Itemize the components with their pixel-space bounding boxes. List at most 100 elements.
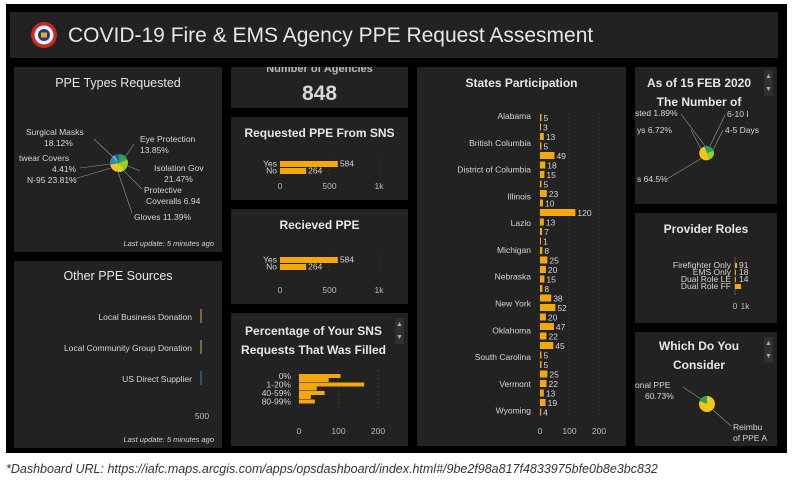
bar-state-0[interactable] — [540, 114, 542, 121]
sns-filled-bar-chart[interactable]: 0 100 200 0%1-20%40-59%80-99% — [231, 313, 408, 446]
bar-state-31[interactable] — [540, 408, 542, 416]
pie-slice-gloves[interactable] — [110, 163, 119, 172]
pie-slice-surgical-masks[interactable] — [114, 154, 120, 163]
bar-state-30[interactable] — [540, 399, 546, 406]
scroll-up-icon[interactable]: ▲ — [396, 321, 403, 328]
axis-tick: 200 — [592, 426, 606, 436]
pie-slice-eye-protection[interactable] — [119, 154, 128, 163]
bar-state-4[interactable] — [540, 152, 555, 159]
bar-state-28[interactable] — [540, 380, 547, 387]
bar-extra-1[interactable] — [299, 386, 317, 391]
days-panel[interactable]: As of 15 FEB 2020 The Number of ▲ ▼ sted … — [635, 67, 777, 204]
bar-state-1[interactable] — [540, 123, 541, 131]
received-ppe-bar-chart[interactable]: 0 500 1k Yes 584 No 264 — [231, 209, 408, 304]
pie-slice-isolation-gowns[interactable] — [119, 159, 128, 171]
bar-state-18[interactable] — [540, 285, 543, 292]
pie-slice[interactable] — [699, 146, 709, 161]
bar-dual-ff[interactable] — [735, 284, 741, 289]
bar-state-24[interactable] — [540, 342, 554, 349]
sns-filled-title: Percentage of Your SNS Requests That Was… — [241, 324, 386, 357]
bar-state-29[interactable] — [540, 389, 544, 397]
bar-state-13[interactable] — [540, 237, 541, 245]
pie-slice-coveralls[interactable] — [117, 163, 125, 173]
bar-no[interactable] — [280, 264, 307, 270]
bar-yes[interactable] — [280, 161, 338, 167]
bar-value: 49 — [556, 151, 566, 161]
received-ppe-panel[interactable]: Recieved PPE 0 500 1k Yes 584 No 264 — [231, 209, 408, 304]
bar-state-6[interactable] — [540, 171, 545, 178]
bar-state-20[interactable] — [540, 304, 556, 311]
days-pie-chart[interactable]: sted 1.89% 6-10 I ys 6.72% 4-5 Days s 64… — [635, 67, 777, 204]
bar-1[interactable] — [299, 382, 365, 387]
bar-2[interactable] — [299, 391, 325, 395]
state-label: New York — [495, 298, 532, 308]
bar-extra-0[interactable] — [299, 378, 329, 382]
bar-state-9[interactable] — [540, 199, 543, 207]
scroll-up-icon[interactable]: ▲ — [765, 340, 772, 347]
scroll-up-icon[interactable]: ▲ — [765, 73, 772, 80]
bar-no[interactable] — [280, 168, 307, 174]
bar-value: 5 — [543, 180, 548, 190]
pie-slice[interactable] — [699, 396, 707, 404]
ppe-types-pie-chart[interactable]: Surgical Masks 18.12% Eye Protection 13.… — [14, 67, 222, 252]
bar-state-2[interactable] — [540, 133, 544, 140]
consider-pie-chart[interactable]: onal PPE 60.73% Reimbu of PPE A — [635, 332, 777, 446]
consider-panel[interactable]: Which Do You Consider ▲ ▼ onal PPE 60.73%… — [635, 332, 777, 446]
requested-ppe-bar-chart[interactable]: 0 500 1k Yes 584 No 264 — [231, 117, 408, 200]
bar-state-14[interactable] — [540, 247, 543, 254]
panel-scrollbar[interactable]: ▲ ▼ — [764, 70, 773, 96]
bar-state-19[interactable] — [540, 294, 552, 302]
pie-slice[interactable] — [707, 150, 715, 160]
provider-roles-panel[interactable]: Provider Roles Firefighter Only EMS Only… — [635, 213, 777, 323]
bar-yes[interactable] — [280, 257, 338, 263]
dashboard-header: COVID-19 Fire & EMS Agency PPE Request A… — [10, 12, 778, 58]
bar-state-25[interactable] — [540, 351, 542, 359]
other-sources-panel[interactable]: Other PPE Sources Local Business Donatio… — [14, 261, 222, 448]
bar-state-8[interactable] — [540, 190, 547, 197]
bar-state-16[interactable] — [540, 266, 546, 273]
bar-state-27[interactable] — [540, 370, 548, 378]
bar-ems[interactable] — [735, 270, 736, 275]
bar-state-11[interactable] — [540, 218, 544, 226]
pie-slice-footwear[interactable] — [112, 155, 120, 163]
bar-state-5[interactable] — [540, 161, 546, 169]
bar-value: 10 — [545, 199, 555, 209]
bar-state-22[interactable] — [540, 323, 554, 330]
bar-state-12[interactable] — [540, 228, 543, 235]
scroll-down-icon[interactable]: ▼ — [765, 86, 772, 93]
bar-3[interactable] — [299, 399, 315, 404]
bar-state-15[interactable] — [540, 256, 548, 264]
bar-0[interactable] — [299, 374, 341, 378]
bar-state-26[interactable] — [540, 361, 542, 368]
indicator-label: Number of Agencies — [266, 67, 373, 75]
pie-slice[interactable] — [704, 146, 708, 153]
bar-value: 20 — [548, 265, 558, 275]
provider-roles-bar-chart[interactable]: Firefighter Only EMS Only Dual Role LE D… — [635, 213, 777, 323]
bar-state-23[interactable] — [540, 332, 547, 340]
bar-dual-le[interactable] — [735, 277, 736, 282]
axis-tick: 100 — [331, 426, 345, 436]
pie-slice-n95[interactable] — [109, 156, 119, 165]
bar-state-10[interactable] — [540, 209, 576, 216]
pie-slice[interactable] — [707, 145, 714, 153]
agency-count-indicator[interactable]: Number of Agencies 848 — [231, 67, 408, 108]
ppe-types-panel[interactable]: PPE Types Requested Surgical Masks 18.12… — [14, 67, 222, 252]
bar-state-21[interactable] — [540, 313, 546, 321]
panel-scrollbar[interactable]: ▲ ▼ — [395, 318, 404, 344]
bar-state-7[interactable] — [540, 180, 542, 188]
bar-extra-2[interactable] — [299, 395, 311, 399]
bar-value: 18 — [547, 161, 557, 171]
states-bar-chart[interactable]: 0 100 200 Alabama British Columbia District o… — [417, 67, 626, 446]
provider-roles-title: Provider Roles — [663, 222, 749, 236]
sns-filled-panel[interactable]: Percentage of Your SNS Requests That Was… — [231, 313, 408, 446]
bar-state-17[interactable] — [540, 275, 545, 283]
bar-value: 23 — [549, 189, 559, 199]
bar-firefighter[interactable] — [735, 263, 737, 268]
requested-ppe-panel[interactable]: Requested PPE From SNS 0 500 1k Yes 584 No 264 — [231, 117, 408, 200]
scroll-down-icon[interactable]: ▼ — [396, 334, 403, 341]
scroll-down-icon[interactable]: ▼ — [765, 353, 772, 360]
states-panel[interactable]: States Participation 0 100 200 Alabama Briti… — [417, 67, 626, 446]
panel-scrollbar[interactable]: ▲ ▼ — [764, 337, 773, 363]
bar-state-3[interactable] — [540, 142, 542, 150]
other-sources-chart[interactable]: Local Business Donation Local Community … — [14, 261, 222, 448]
